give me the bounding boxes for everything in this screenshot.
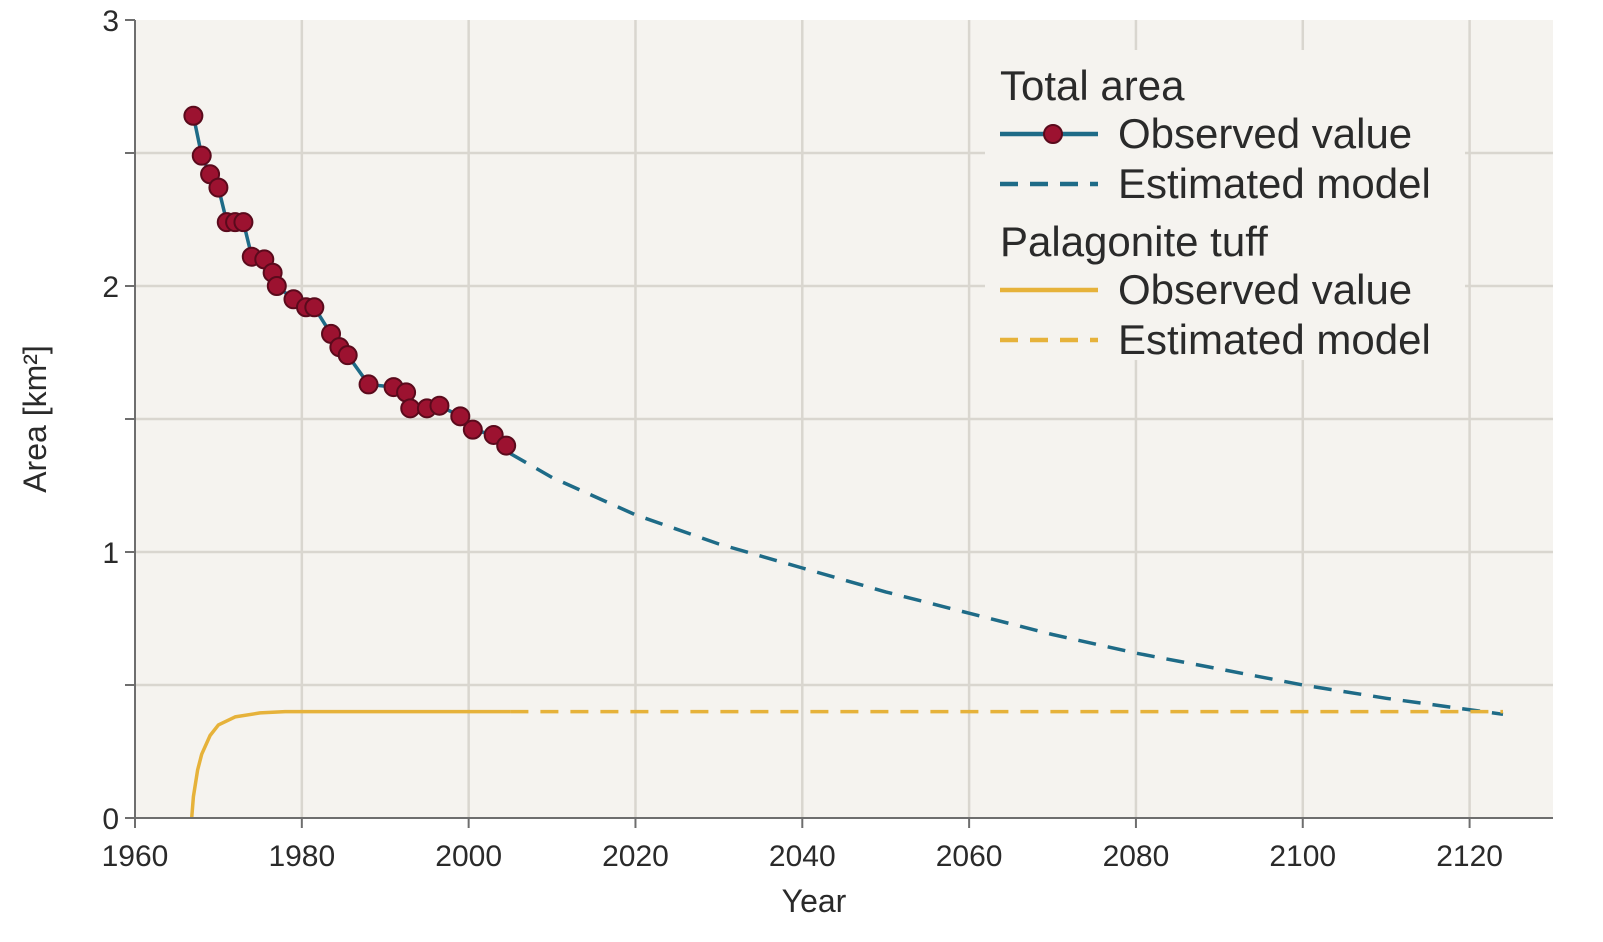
data-point-total_observed: [304, 297, 325, 318]
y-tick-label: 0: [102, 803, 119, 836]
series-line-total_model: [509, 452, 1504, 717]
x-axis-title: Year: [782, 883, 847, 919]
x-tick-label: 2100: [1269, 840, 1336, 873]
data-point-total_observed: [400, 398, 421, 419]
y-tick-label: 1: [102, 537, 119, 570]
data-point-total_observed: [450, 406, 471, 427]
legend-marker: [1043, 124, 1063, 144]
data-point-total_observed: [266, 276, 287, 296]
data-point-total_observed: [496, 435, 517, 456]
x-tick-label: 2060: [936, 840, 1003, 873]
legend-heading: Total area: [1000, 62, 1185, 109]
y-axis-title: Area [km²]: [17, 345, 53, 493]
data-point-total_observed: [183, 105, 204, 126]
data-point-total_observed: [483, 424, 504, 445]
data-point-total_observed: [429, 395, 450, 416]
x-tick-label: 2120: [1436, 840, 1503, 873]
x-tick-label: 2080: [1103, 840, 1170, 873]
data-point-total_observed: [462, 419, 483, 440]
axes: 1960 1980 2000 2020 2040 2060 2080 2100 2120 0 1 2 3: [102, 5, 1553, 873]
legend-label: Estimated model: [1118, 316, 1431, 363]
data-point-total_observed: [208, 177, 229, 198]
legend-label: Estimated model: [1118, 160, 1431, 207]
y-tick-label: 2: [102, 271, 119, 304]
x-tick-label: 2020: [602, 840, 669, 873]
x-tick-label: 2000: [435, 840, 502, 873]
x-tick-label: 1980: [268, 840, 335, 873]
series-line-tuff_observed: [189, 709, 511, 819]
legend-label: Observed value: [1118, 110, 1412, 157]
data-point-total_observed: [191, 145, 212, 166]
data-point-total_observed: [358, 374, 379, 395]
data-point-total_observed: [337, 345, 358, 366]
x-tick-label: 1960: [102, 840, 169, 873]
marker-layer: [183, 105, 517, 456]
legend-label: Observed value: [1118, 266, 1412, 313]
legend-heading: Palagonite tuff: [1000, 218, 1268, 265]
legend-box: [985, 50, 1465, 360]
x-tick-label: 2040: [769, 840, 836, 873]
y-tick-label: 3: [102, 5, 119, 38]
data-point-total_observed: [233, 212, 254, 233]
